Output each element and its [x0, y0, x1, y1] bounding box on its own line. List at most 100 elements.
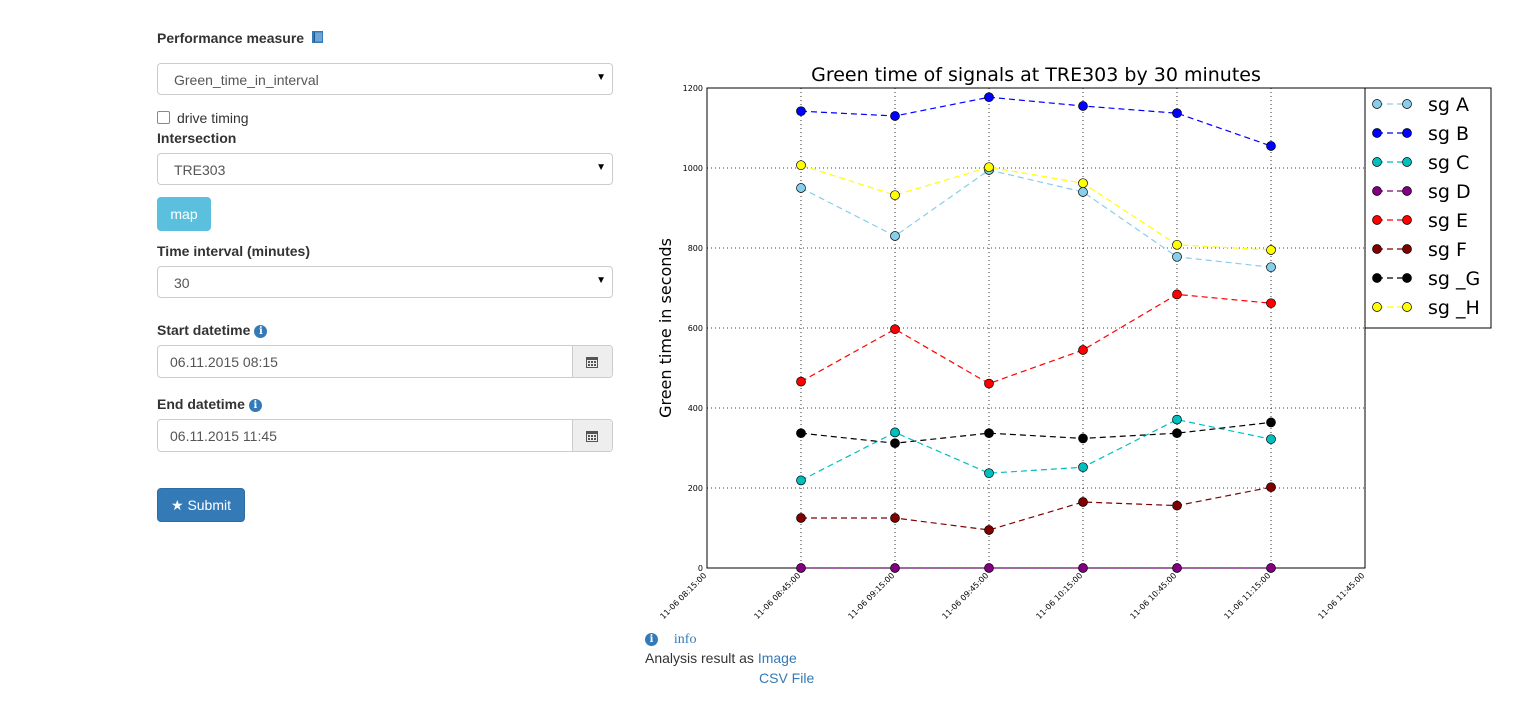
data-point: [984, 468, 994, 479]
data-point: [1078, 433, 1088, 444]
info-icon[interactable]: i: [248, 399, 262, 412]
data-point: [984, 92, 994, 103]
series-line: [800, 418, 1272, 481]
data-point: [796, 513, 806, 523]
data-point: [1078, 462, 1088, 473]
data-point: [1172, 289, 1182, 300]
info-icon[interactable]: i: [645, 633, 658, 646]
chevron-down-icon: ▼: [596, 72, 606, 83]
data-point: [1078, 497, 1088, 507]
data-point: [890, 438, 900, 449]
series-line: [800, 293, 1272, 385]
data-point: [890, 563, 900, 573]
data-point: [1266, 434, 1276, 445]
data-point: [1266, 417, 1276, 428]
y-tick-label: 0: [698, 564, 703, 573]
calendar-button[interactable]: [572, 346, 612, 377]
legend-marker: [1402, 128, 1412, 138]
x-tick-label: 11-06 11:15:00: [1222, 571, 1272, 621]
csv-file-link[interactable]: CSV File: [759, 670, 815, 686]
data-point: [796, 563, 806, 573]
data-point: [796, 428, 806, 439]
data-point: [796, 475, 806, 486]
legend-marker: [1402, 244, 1412, 254]
end-datetime-label: End datetime i: [157, 396, 262, 412]
data-point: [1266, 245, 1276, 255]
data-point: [984, 525, 994, 535]
performance-measure-label: Performance measure: [157, 30, 324, 46]
legend-marker: [1372, 273, 1382, 283]
calendar-icon: [586, 357, 598, 368]
x-tick-label: 11-06 10:45:00: [1128, 571, 1178, 621]
analysis-result-row: Analysis result as Image: [645, 650, 797, 666]
y-tick-label: 200: [688, 484, 703, 493]
data-point: [796, 376, 806, 387]
start-datetime-input[interactable]: 06.11.2015 08:15: [157, 345, 613, 378]
end-datetime-input[interactable]: 06.11.2015 11:45: [157, 419, 613, 452]
legend-box: [1364, 87, 1492, 329]
data-point: [796, 183, 806, 193]
info-icon[interactable]: i: [254, 325, 268, 338]
legend-label: sg _G: [1428, 268, 1480, 290]
book-icon[interactable]: [311, 30, 324, 44]
y-tick-label: 400: [688, 404, 703, 413]
data-point: [984, 378, 994, 389]
series-line: [800, 164, 1272, 251]
data-point: [984, 162, 994, 173]
time-interval-value: 30: [174, 275, 190, 291]
submit-button[interactable]: ★ Submit: [157, 488, 245, 522]
start-datetime-value: 06.11.2015 08:15: [170, 354, 278, 370]
time-interval-select[interactable]: 30 ▼: [157, 266, 613, 298]
end-datetime-value: 06.11.2015 11:45: [170, 428, 277, 444]
series-line: [801, 486, 1272, 531]
x-tick-label: 11-06 09:15:00: [846, 571, 896, 621]
time-interval-label: Time interval (minutes): [157, 243, 311, 259]
data-point: [1172, 500, 1182, 511]
star-icon: ★: [170, 497, 184, 513]
x-tick-label: 11-06 11:45:00: [1316, 571, 1366, 621]
legend-marker: [1372, 215, 1382, 225]
performance-measure-select[interactable]: Green_time_in_interval ▼: [157, 63, 613, 95]
data-point: [1172, 239, 1182, 250]
intersection-label: Intersection: [157, 130, 237, 146]
data-point: [890, 513, 900, 523]
data-point: [1266, 563, 1276, 573]
chart-title: Green time of signals at TRE303 by 30 mi…: [811, 64, 1261, 86]
legend-label: sg D: [1428, 181, 1471, 203]
data-point: [1078, 178, 1088, 189]
x-tick-label: 11-06 09:45:00: [940, 571, 990, 621]
data-point: [890, 190, 900, 201]
data-point: [984, 428, 994, 439]
data-point: [1078, 101, 1088, 111]
data-point: [1172, 251, 1182, 262]
x-tick-label: 11-06 08:45:00: [752, 571, 802, 621]
info-link[interactable]: info: [673, 632, 697, 647]
data-point: [1172, 108, 1182, 119]
data-point: [796, 160, 806, 171]
data-point: [1266, 141, 1276, 151]
analysis-result-text: Analysis result as: [645, 650, 754, 666]
legend-marker: [1372, 99, 1382, 109]
drive-timing-checkbox[interactable]: [157, 111, 170, 124]
legend-label: sg F: [1428, 239, 1467, 261]
drive-timing-label[interactable]: drive timing: [177, 110, 249, 126]
intersection-select[interactable]: TRE303 ▼: [157, 153, 613, 185]
data-point: [890, 111, 900, 121]
y-tick-label: 1200: [683, 84, 703, 93]
chevron-down-icon: ▼: [596, 275, 606, 286]
data-point: [890, 324, 900, 335]
legend-label: sg _H: [1428, 297, 1480, 319]
legend-marker: [1402, 186, 1412, 196]
calendar-button[interactable]: [572, 420, 612, 451]
data-point: [796, 106, 806, 117]
x-tick-label: 11-06 08:15:00: [658, 571, 708, 621]
legend-label: sg E: [1428, 210, 1468, 232]
y-tick-label: 1000: [683, 164, 703, 173]
legend-marker: [1372, 302, 1382, 312]
map-button[interactable]: map: [157, 197, 211, 231]
chevron-down-icon: ▼: [596, 162, 606, 173]
data-point: [1078, 345, 1088, 355]
legend-marker: [1402, 273, 1412, 283]
data-point: [1266, 482, 1276, 493]
image-link[interactable]: Image: [757, 650, 797, 666]
